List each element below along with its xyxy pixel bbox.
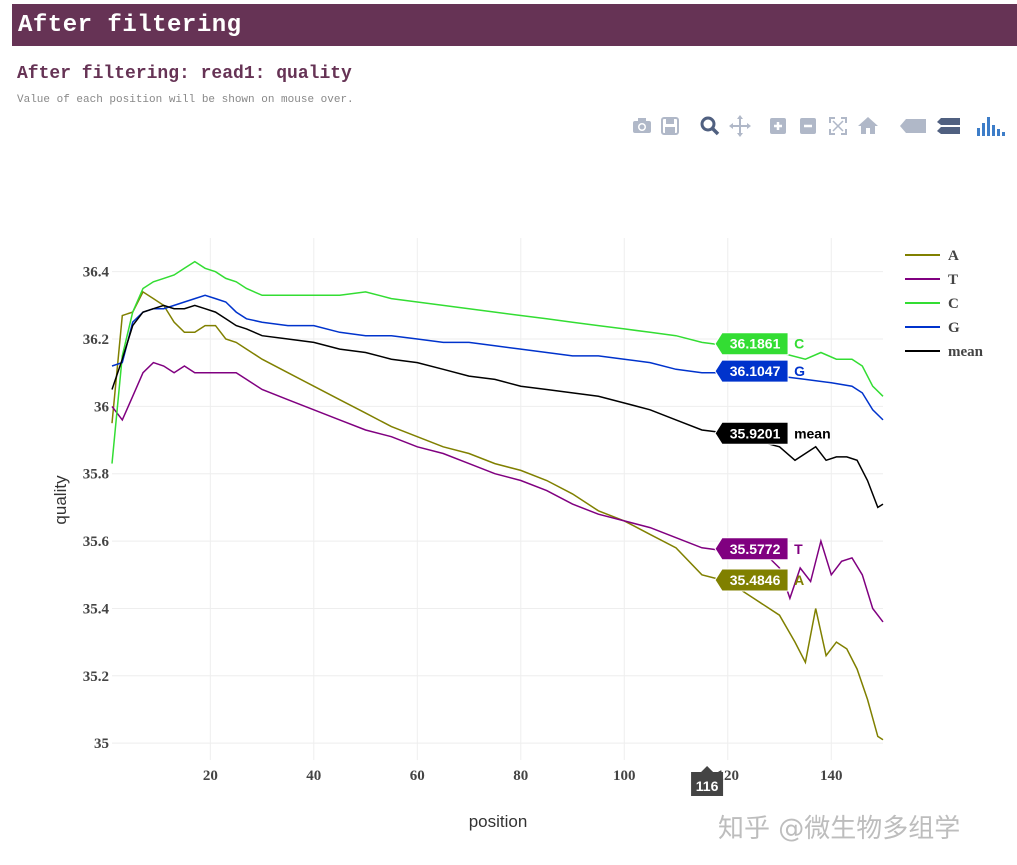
- hover-name-A: A: [794, 572, 804, 588]
- series-line-T[interactable]: [111, 361, 884, 623]
- hover-box-A: [714, 568, 789, 592]
- hover-x-label: 116: [696, 778, 719, 794]
- series-line-G[interactable]: [111, 294, 884, 421]
- x-axis-label: position: [469, 812, 528, 831]
- hover-box-mean: [714, 421, 789, 445]
- hover-box-C: [714, 332, 789, 356]
- camera-icon[interactable]: [630, 114, 654, 138]
- section-header: After filtering: [12, 4, 1017, 46]
- pan-icon[interactable]: [728, 114, 752, 138]
- chart-note: Value of each position will be shown on …: [17, 94, 354, 106]
- hover-name-T: T: [794, 541, 803, 557]
- save-icon[interactable]: [658, 114, 682, 138]
- modebar: [630, 114, 1010, 142]
- series-line-mean[interactable]: [111, 304, 884, 509]
- y-tick-label-2: 35.4: [83, 601, 110, 617]
- zoom-in-icon[interactable]: [766, 114, 790, 138]
- grid: [112, 238, 883, 760]
- legend-label-G[interactable]: G: [948, 320, 960, 336]
- zoom-out-icon[interactable]: [796, 114, 820, 138]
- y-tick-label-3: 35.6: [83, 534, 110, 550]
- hover-value-mean: 35.9201: [730, 425, 781, 441]
- hover-name-C: C: [794, 336, 804, 352]
- x-tick-label-2: 60: [410, 768, 425, 784]
- x-ticks: 20 40 60 80 100 120 140: [203, 768, 843, 784]
- hover-compare-icon[interactable]: [936, 114, 962, 138]
- y-ticks: 35 35.2 35.4 35.6 35.8 36 36.2 36.4: [83, 265, 110, 752]
- y-tick-label-4: 35.8: [83, 467, 109, 483]
- y-axis-label: quality: [51, 475, 70, 525]
- hover-name-G: G: [794, 363, 805, 379]
- y-tick-label-6: 36.2: [83, 332, 109, 348]
- hover-box-G: [714, 359, 789, 383]
- x-tick-label-1: 40: [306, 768, 321, 784]
- legend-label-T[interactable]: T: [948, 272, 958, 288]
- hover-labels: 36.1861 C 36.1047 G 35.9201 mean 35.5772 T 35.48…: [691, 332, 831, 796]
- legend-label-mean[interactable]: mean: [948, 344, 984, 360]
- hover-value-A: 35.4846: [730, 572, 781, 588]
- x-tick-label-3: 80: [513, 768, 528, 784]
- chart-heading: After filtering: read1: quality: [17, 64, 352, 84]
- y-tick-label-7: 36.4: [83, 265, 110, 281]
- reset-axes-icon[interactable]: [856, 114, 880, 138]
- x-tick-label-4: 100: [613, 768, 636, 784]
- y-tick-label-5: 36: [94, 399, 110, 415]
- section-title: After filtering: [18, 12, 242, 39]
- hover-value-T: 35.5772: [730, 541, 781, 557]
- hover-value-C: 36.1861: [730, 336, 781, 352]
- x-tick-label-6: 140: [820, 768, 843, 784]
- y-tick-label-1: 35.2: [83, 669, 109, 685]
- series-line-A[interactable]: [111, 290, 884, 741]
- hover-closest-icon[interactable]: [898, 114, 928, 138]
- watermark: 知乎 @微生物多组学: [718, 814, 961, 844]
- y-tick-label-0: 35: [94, 736, 109, 752]
- zoom-icon[interactable]: [698, 114, 722, 138]
- hover-value-G: 36.1047: [730, 363, 781, 379]
- plotly-logo-icon[interactable]: [976, 114, 1008, 138]
- legend-label-C[interactable]: C: [948, 296, 959, 312]
- hover-x-box: [691, 766, 724, 796]
- hover-name-mean: mean: [794, 425, 831, 441]
- x-tick-label-0: 20: [203, 768, 218, 784]
- hover-box-T: [714, 537, 789, 561]
- legend-label-A[interactable]: A: [948, 248, 959, 264]
- autoscale-icon[interactable]: [826, 114, 850, 138]
